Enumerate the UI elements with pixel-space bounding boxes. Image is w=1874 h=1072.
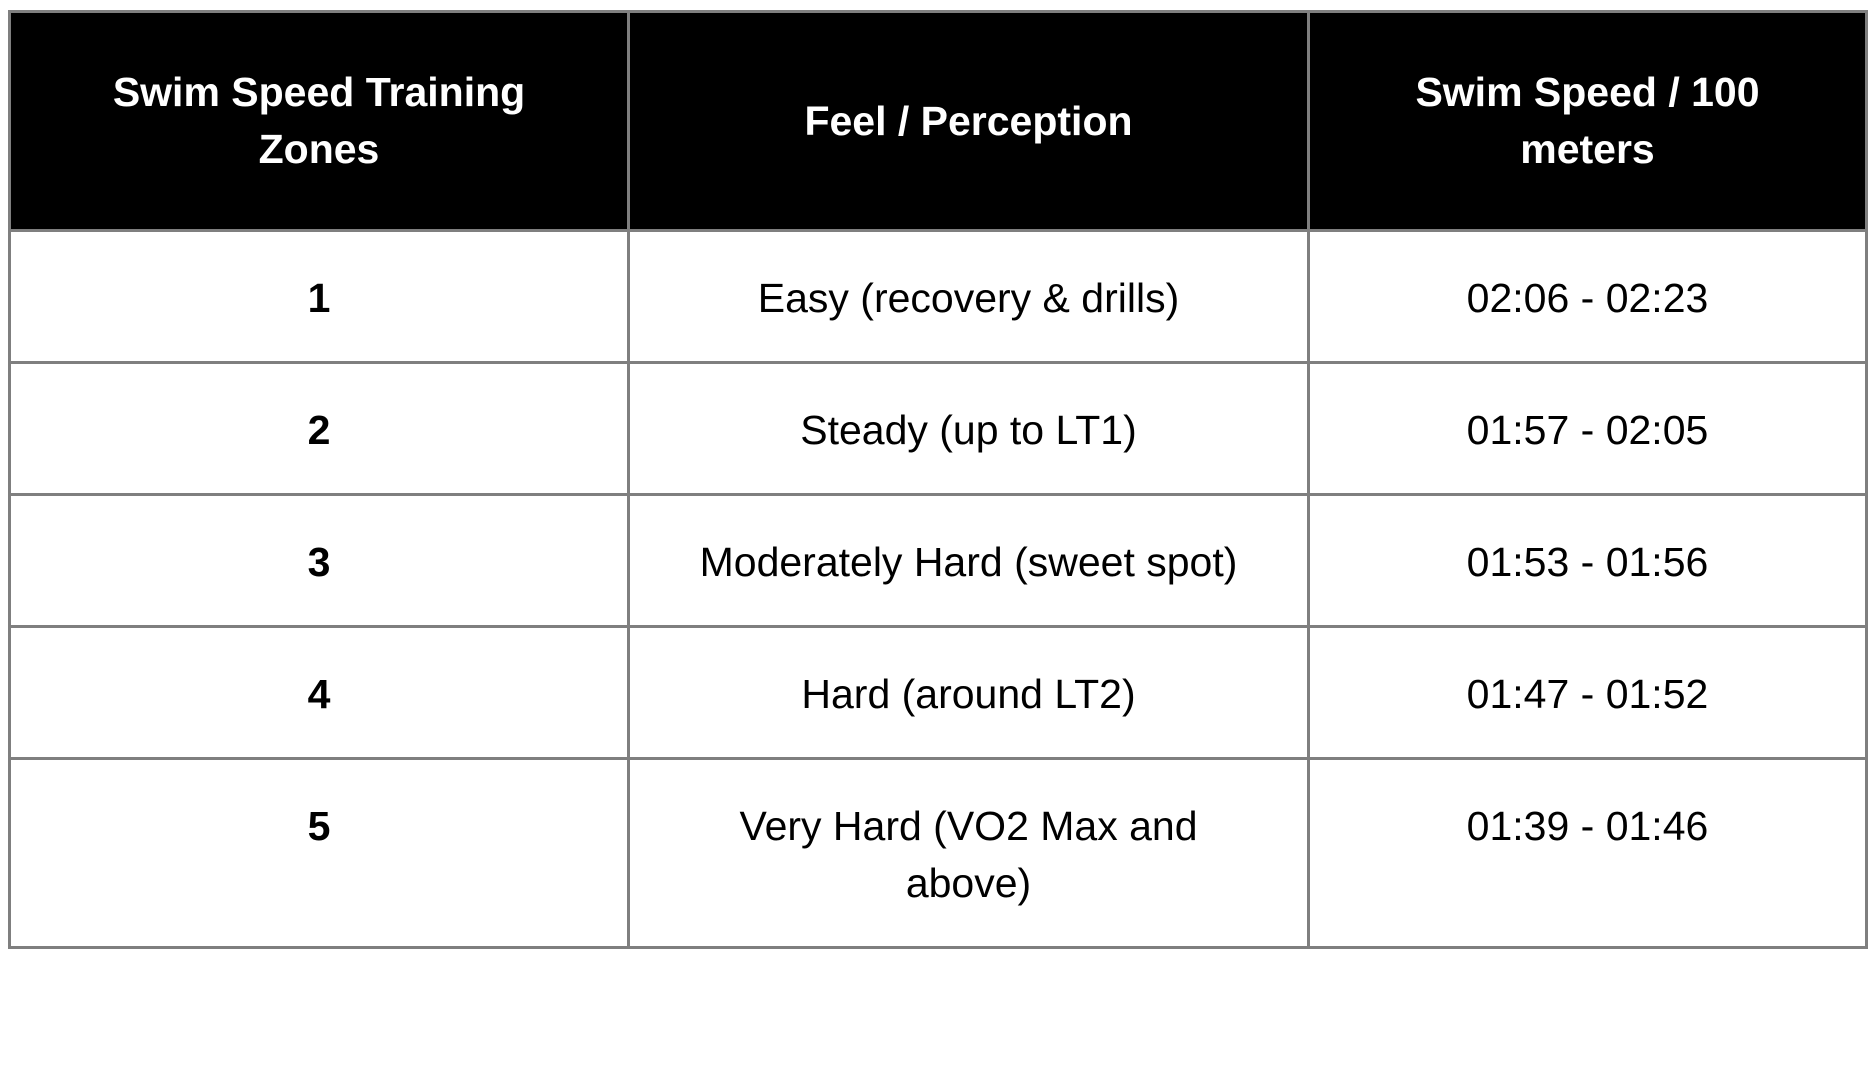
table-row: 5 Very Hard (VO2 Max and above) 01:39 - 01…: [8, 757, 1868, 949]
zone-cell: 3: [8, 493, 630, 628]
table-cell: 01:53 - 01:56: [1307, 493, 1868, 628]
table-cell: Easy (recovery & drills): [627, 229, 1310, 364]
table-cell: Steady (up to LT1): [627, 361, 1310, 496]
table-cell: 01:57 - 02:05: [1307, 361, 1868, 496]
table-row: 3 Moderately Hard (sweet spot) 01:53 - 01:…: [8, 493, 1868, 628]
table-header: Swim Speed Training Zones Feel / Percepti…: [8, 10, 1868, 232]
zone-cell: 1: [8, 229, 630, 364]
table-cell: 01:39 - 01:46: [1307, 757, 1868, 949]
table-cell: Hard (around LT2): [627, 625, 1310, 760]
table-row: 2 Steady (up to LT1) 01:57 - 02:05: [8, 361, 1868, 496]
header-cell: Swim Speed Training Zones: [8, 10, 630, 232]
table-row: 1 Easy (recovery & drills) 02:06 - 02:23: [8, 229, 1868, 364]
table-cell: Moderately Hard (sweet spot): [627, 493, 1310, 628]
table-cell: 02:06 - 02:23: [1307, 229, 1868, 364]
zone-cell: 5: [8, 757, 630, 949]
table-cell: 01:47 - 01:52: [1307, 625, 1868, 760]
header-row: Swim Speed Training Zones Feel / Percepti…: [8, 10, 1868, 232]
table-row: 4 Hard (around LT2) 01:47 - 01:52: [8, 625, 1868, 760]
table-body: 1 Easy (recovery & drills) 02:06 - 02:23 2 S…: [8, 229, 1868, 949]
zone-cell: 2: [8, 361, 630, 496]
table-cell: Very Hard (VO2 Max and above): [627, 757, 1310, 949]
zones-table: Swim Speed Training Zones Feel / Percepti…: [8, 10, 1868, 949]
header-cell: Feel / Perception: [627, 10, 1310, 232]
header-cell: Swim Speed / 100 meters: [1307, 10, 1868, 232]
zone-cell: 4: [8, 625, 630, 760]
